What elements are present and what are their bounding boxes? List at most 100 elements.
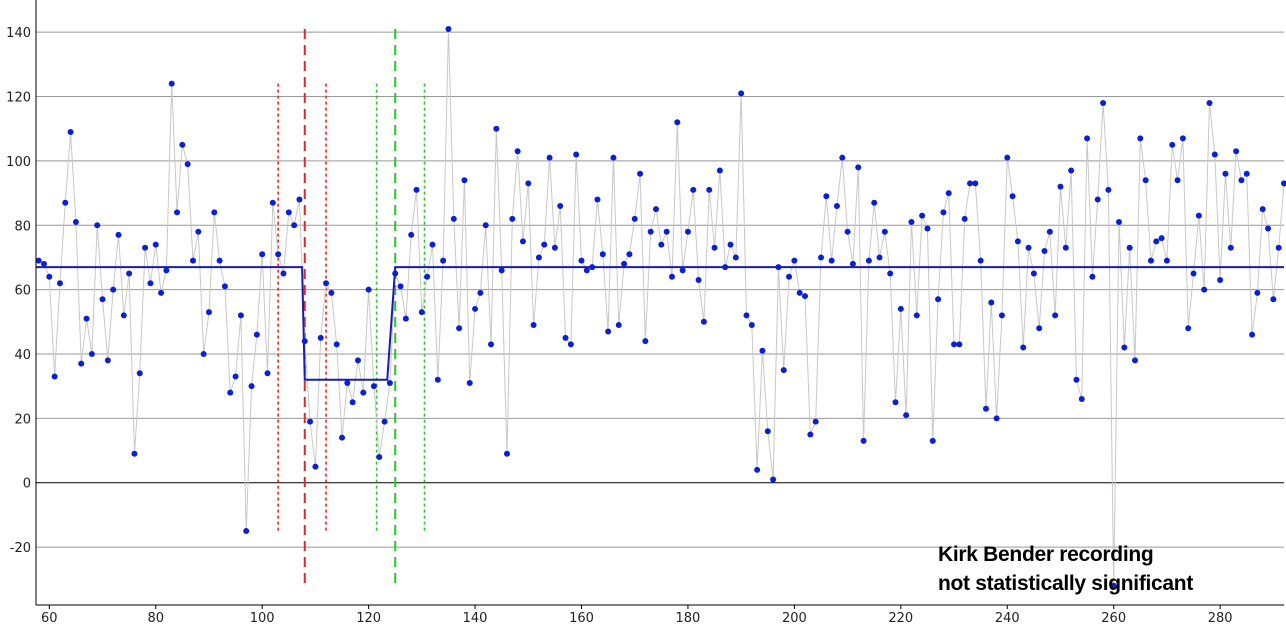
data-point: [562, 334, 569, 341]
data-point: [88, 350, 95, 357]
data-point: [1249, 331, 1256, 338]
data-point: [445, 25, 452, 32]
data-point: [1275, 244, 1282, 251]
data-point: [743, 312, 750, 319]
data-point: [525, 180, 532, 187]
y-tick-label: 100: [6, 155, 31, 170]
x-tick-label: 200: [782, 611, 807, 626]
data-point: [1036, 325, 1043, 332]
data-point: [94, 222, 101, 229]
data-point: [498, 267, 505, 274]
data-point: [120, 312, 127, 319]
data-point: [1179, 135, 1186, 142]
data-point: [961, 215, 968, 222]
data-point: [929, 437, 936, 444]
data-point: [216, 257, 223, 264]
data-point: [259, 251, 266, 258]
data-point: [1068, 167, 1075, 174]
data-point: [72, 219, 79, 226]
x-tick-label: 280: [1208, 611, 1233, 626]
data-point: [700, 318, 707, 325]
data-point: [386, 379, 393, 386]
data-point: [924, 225, 931, 232]
data-point: [275, 251, 282, 258]
data-point: [695, 276, 702, 283]
data-point: [1094, 196, 1101, 203]
data-point: [711, 244, 718, 251]
data-point: [732, 254, 739, 261]
data-point: [189, 257, 196, 264]
point-connector: [38, 28, 1285, 586]
data-point: [503, 450, 510, 457]
data-point: [413, 186, 420, 193]
data-point: [1025, 244, 1032, 251]
data-point: [1078, 396, 1085, 403]
data-point: [631, 215, 638, 222]
data-point: [142, 244, 149, 251]
y-tick-label: 140: [6, 26, 31, 41]
data-point: [237, 312, 244, 319]
data-point: [158, 289, 165, 296]
data-point: [791, 257, 798, 264]
data-point: [147, 280, 154, 287]
data-point: [1137, 135, 1144, 142]
data-point: [908, 219, 915, 226]
data-point: [56, 280, 63, 287]
data-point: [301, 338, 308, 345]
data-point: [557, 202, 564, 209]
data-point: [876, 254, 883, 261]
data-point: [1147, 257, 1154, 264]
data-point: [456, 325, 463, 332]
data-point: [440, 257, 447, 264]
data-point: [551, 244, 558, 251]
data-point: [1121, 344, 1128, 351]
data-point: [200, 350, 207, 357]
data-point: [605, 328, 612, 335]
data-point: [1217, 276, 1224, 283]
data-point: [759, 347, 766, 354]
data-point: [993, 415, 1000, 422]
annotation-line-1: Kirk Bender recording: [938, 543, 1154, 566]
data-point: [871, 199, 878, 206]
data-point: [855, 164, 862, 171]
data-point: [1227, 244, 1234, 251]
data-point: [1211, 151, 1218, 158]
data-point: [397, 283, 404, 290]
data-point: [1163, 257, 1170, 264]
data-point: [1233, 148, 1240, 155]
data-point: [1254, 289, 1261, 296]
data-point: [1046, 228, 1053, 235]
data-point: [253, 331, 260, 338]
data-point: [546, 154, 553, 161]
data-point: [519, 238, 526, 245]
data-point: [823, 193, 830, 200]
data-point: [919, 212, 926, 219]
data-point: [99, 296, 106, 303]
data-point: [647, 228, 654, 235]
data-point: [354, 357, 361, 364]
data-point: [424, 273, 431, 280]
data-point: [589, 264, 596, 271]
data-point: [807, 431, 814, 438]
x-tick-label: 220: [888, 611, 913, 626]
data-point: [1110, 582, 1117, 589]
data-point: [706, 186, 713, 193]
data-point: [1158, 235, 1165, 242]
data-point: [849, 260, 856, 267]
data-point: [802, 293, 809, 300]
data-point: [982, 405, 989, 412]
tick-labels: 60 80 100 120 140 160 180 200 220 240 260 280 -20 0 20…: [6, 26, 1232, 626]
data-point: [972, 180, 979, 187]
data-point: [748, 322, 755, 329]
x-tick-label: 180: [676, 611, 701, 626]
data-point: [179, 141, 186, 148]
data-point: [168, 80, 175, 87]
data-point: [174, 209, 181, 216]
data-point: [796, 289, 803, 296]
data-point: [163, 267, 170, 274]
data-point: [51, 373, 58, 380]
data-point: [360, 389, 367, 396]
data-point: [637, 170, 644, 177]
data-point: [349, 399, 356, 406]
data-point: [312, 463, 319, 470]
